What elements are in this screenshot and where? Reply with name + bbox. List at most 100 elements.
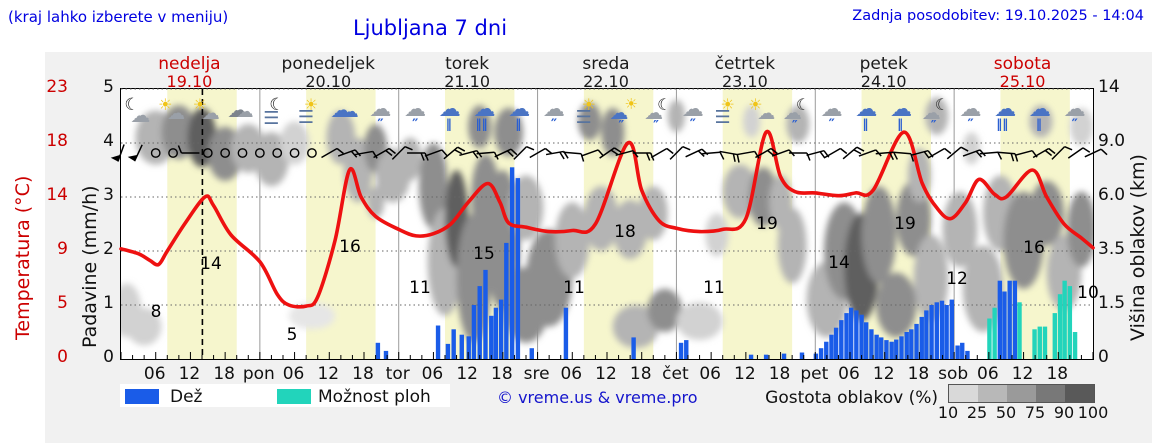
rain-bar (459, 334, 464, 359)
weather-icon-rain: ☁ ‖ (850, 97, 884, 135)
icon-glyph: ☰ (263, 108, 280, 129)
precip-tick-4: 4 (103, 131, 114, 151)
x-label-3-12: 12 (595, 364, 617, 384)
icon-glyph: ☰ (714, 107, 731, 128)
rain-bar (1012, 280, 1018, 359)
wind-barb-icon (719, 150, 740, 163)
rain-bar (1007, 280, 1012, 359)
cloud-blob (942, 191, 978, 268)
rain-bar (944, 305, 949, 359)
wind-barb-icon (875, 151, 898, 161)
cloud-blob (254, 132, 289, 187)
rain-bar (894, 339, 899, 359)
credit-link[interactable]: © vreme.us & vreme.pro (497, 388, 698, 407)
rain-bar (451, 329, 456, 359)
temperature-curve (119, 129, 1095, 309)
x-label-1-18: 18 (352, 364, 374, 384)
wind-barb-icon (1067, 147, 1091, 159)
x-label-day-pet: pet (800, 364, 829, 384)
day-name-nedelja: nedelja (158, 54, 221, 74)
rain-bar (839, 320, 844, 359)
wind-calm-icon (150, 148, 161, 158)
day-name-sreda: sreda (582, 54, 630, 74)
precip-tick-1: 1 (103, 293, 114, 313)
cloud-blob (612, 199, 648, 260)
icon-glyph: ☁ (855, 97, 878, 122)
rain-bar (504, 242, 509, 359)
temp-tick-9: 9 (57, 239, 68, 259)
wind-barb-icon (321, 147, 344, 159)
cloud-blob (742, 105, 761, 138)
x-label-day-sob: sob (938, 364, 969, 384)
icon-glyph: ☾ (657, 95, 672, 114)
wind-barb-icon (755, 147, 778, 159)
cloud-blob (1069, 107, 1093, 146)
wind-barb-icon (1051, 145, 1073, 160)
icon-glyph: ☁ (227, 98, 249, 122)
wind-barb-icon (615, 149, 639, 158)
rain-bar (375, 342, 381, 359)
cloud-blob (583, 186, 619, 251)
icon-glyph: ☁ (404, 97, 427, 122)
shower-bar (1037, 326, 1042, 359)
temperature-label-11: 11 (703, 278, 725, 298)
rain-bar (997, 280, 1003, 359)
wind-barb-icon (443, 146, 466, 160)
icon-glyph: ☁ (542, 97, 565, 122)
density-tick-10: 10 (937, 403, 959, 422)
icon-glyph: ☁ (473, 97, 496, 122)
icon-glyph: ″ (653, 119, 659, 134)
x-label-0-18: 18 (213, 364, 235, 384)
weather-icon-cloud-drizzle: ☁ ″ (364, 97, 398, 135)
weather-icon-sun-cloud: ☀ ☁ (191, 97, 225, 135)
density-tick-100: 100 (1077, 403, 1109, 422)
rain-legend-swatch (125, 389, 159, 404)
rain-bar (833, 327, 839, 359)
icon-glyph: ″ (967, 117, 974, 133)
weather-icon-cloud-drizzle: ☁ ″ (399, 97, 433, 135)
icon-glyph: ‖ (515, 117, 522, 131)
density-tick-50: 50 (995, 403, 1017, 422)
shower-bar (1052, 313, 1058, 359)
temperature-label-11: 11 (563, 278, 585, 298)
wind-barb-icon (391, 145, 413, 160)
wind-barb-icon (1084, 148, 1108, 158)
x-label-4-06: 06 (699, 364, 721, 384)
weather-icon-cloud: ☁ ☁ (225, 97, 259, 135)
rain-bar (445, 343, 451, 359)
rain-bar (509, 167, 515, 359)
cloud-blob (280, 121, 310, 165)
rain-legend-label: Dež (170, 387, 203, 407)
wind-calm-icon (289, 148, 300, 158)
wind-calm-icon (220, 148, 231, 158)
x-label-day-čet: čet (662, 364, 689, 384)
weather-icon-cloud-drizzle: ☁ ″ (538, 97, 572, 135)
icon-glyph: ☁ (1028, 97, 1051, 122)
cloud-blob (288, 302, 336, 330)
cloud-height-axis-label: Višina oblakov (km) (1127, 154, 1149, 341)
day-date-sreda: 22.10 (583, 72, 629, 91)
icon-glyph: ☰ (297, 107, 315, 128)
cloud-blob (1029, 105, 1053, 138)
temperature-label-16: 16 (339, 237, 361, 257)
rain-bar (515, 178, 521, 359)
weather-icon-rain: ☁ ‖ (434, 97, 468, 135)
day-name-torek: torek (445, 54, 490, 74)
rain-bar (563, 307, 569, 359)
x-label-3-06: 06 (560, 364, 583, 384)
rain-bar (678, 342, 684, 359)
shower-bar (1017, 302, 1022, 359)
cloud-density-scale (948, 384, 1095, 403)
icon-glyph: ☁ (994, 97, 1017, 122)
wind-barb-icon (842, 146, 865, 160)
menu-hint: (kraj lahko izberete v meniju) (8, 8, 229, 26)
temperature-label-15: 15 (473, 244, 495, 264)
temperature-label-11: 11 (409, 278, 431, 298)
wind-barb-icon (529, 147, 553, 159)
rain-bar (965, 350, 970, 359)
precip-axis-label: Padavine (mm/h) (79, 185, 101, 348)
icon-glyph: ☾ (934, 95, 950, 114)
temperature-label-16: 16 (1023, 238, 1045, 258)
rain-bar (934, 302, 939, 359)
